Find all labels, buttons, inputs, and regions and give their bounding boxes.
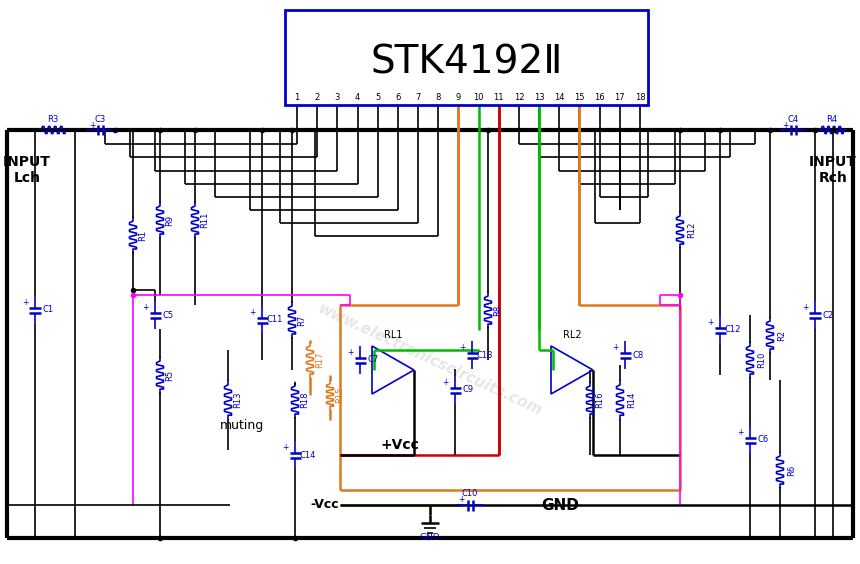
Text: R17: R17 xyxy=(316,352,324,368)
Text: STK4192Ⅱ: STK4192Ⅱ xyxy=(371,43,562,82)
Text: C14: C14 xyxy=(300,451,316,460)
Text: R18: R18 xyxy=(300,392,310,408)
Bar xyxy=(285,10,648,105)
Text: +: + xyxy=(612,343,618,352)
Text: 2: 2 xyxy=(315,94,320,103)
Text: C11: C11 xyxy=(267,315,283,324)
Text: R2: R2 xyxy=(777,329,787,341)
Text: C3: C3 xyxy=(95,116,106,125)
Text: 7: 7 xyxy=(415,94,421,103)
Text: 10: 10 xyxy=(473,94,484,103)
Text: +: + xyxy=(802,303,808,312)
Text: C6: C6 xyxy=(758,435,769,444)
Text: RL2: RL2 xyxy=(562,330,581,340)
Text: 18: 18 xyxy=(635,94,645,103)
Text: 5: 5 xyxy=(375,94,380,103)
Text: R6: R6 xyxy=(788,464,796,475)
Text: +: + xyxy=(782,121,788,130)
Text: C13: C13 xyxy=(476,350,494,359)
Text: C12: C12 xyxy=(725,325,741,334)
Text: +: + xyxy=(737,428,744,437)
Text: 9: 9 xyxy=(456,94,461,103)
Text: +: + xyxy=(458,496,464,505)
Text: www.electronicscircuits.com: www.electronicscircuits.com xyxy=(316,301,544,419)
Text: 11: 11 xyxy=(494,94,504,103)
Text: +: + xyxy=(459,343,465,352)
Text: C2: C2 xyxy=(822,311,833,319)
Text: 8: 8 xyxy=(435,94,441,103)
Text: -Vcc: -Vcc xyxy=(310,499,340,512)
Text: R13: R13 xyxy=(234,392,243,408)
Text: +: + xyxy=(442,378,449,387)
Text: C5: C5 xyxy=(163,311,174,319)
Text: GND: GND xyxy=(420,534,440,543)
Text: 14: 14 xyxy=(554,94,564,103)
Text: RL1: RL1 xyxy=(384,330,402,340)
Text: R1: R1 xyxy=(138,230,148,241)
Text: INPUT
Rch: INPUT Rch xyxy=(809,155,857,185)
Text: 13: 13 xyxy=(534,94,544,103)
Text: +Vcc: +Vcc xyxy=(381,438,420,452)
Text: C9: C9 xyxy=(463,386,474,394)
Text: R4: R4 xyxy=(826,116,838,125)
Text: R9: R9 xyxy=(165,214,175,226)
Text: C8: C8 xyxy=(632,350,643,359)
Text: R5: R5 xyxy=(165,369,175,381)
Text: INPUT
Lch: INPUT Lch xyxy=(3,155,51,185)
Text: +: + xyxy=(89,121,95,130)
Text: R3: R3 xyxy=(47,116,58,125)
Text: 15: 15 xyxy=(574,94,585,103)
Text: C10: C10 xyxy=(462,490,478,499)
Text: +: + xyxy=(249,308,255,317)
Text: R8: R8 xyxy=(494,305,502,316)
Text: +: + xyxy=(22,298,28,307)
Text: +: + xyxy=(142,303,149,312)
Text: R12: R12 xyxy=(687,222,697,238)
Text: R16: R16 xyxy=(595,392,605,408)
Text: R14: R14 xyxy=(628,392,636,408)
Text: 6: 6 xyxy=(396,94,401,103)
Text: C7: C7 xyxy=(367,355,378,364)
Text: R11: R11 xyxy=(200,212,210,228)
Text: 16: 16 xyxy=(594,94,605,103)
Text: 17: 17 xyxy=(615,94,625,103)
Text: +: + xyxy=(282,443,289,452)
Text: +: + xyxy=(347,348,353,357)
Text: C4: C4 xyxy=(788,116,799,125)
Text: +: + xyxy=(707,318,714,327)
Text: R7: R7 xyxy=(298,314,306,325)
Text: 3: 3 xyxy=(335,94,340,103)
Text: 4: 4 xyxy=(355,94,360,103)
Text: 1: 1 xyxy=(294,94,299,103)
Text: 12: 12 xyxy=(513,94,525,103)
Text: R15: R15 xyxy=(335,387,345,403)
Text: R10: R10 xyxy=(758,352,766,368)
Text: C1: C1 xyxy=(42,306,53,315)
Text: GND: GND xyxy=(541,497,579,513)
Text: muting: muting xyxy=(220,418,264,431)
